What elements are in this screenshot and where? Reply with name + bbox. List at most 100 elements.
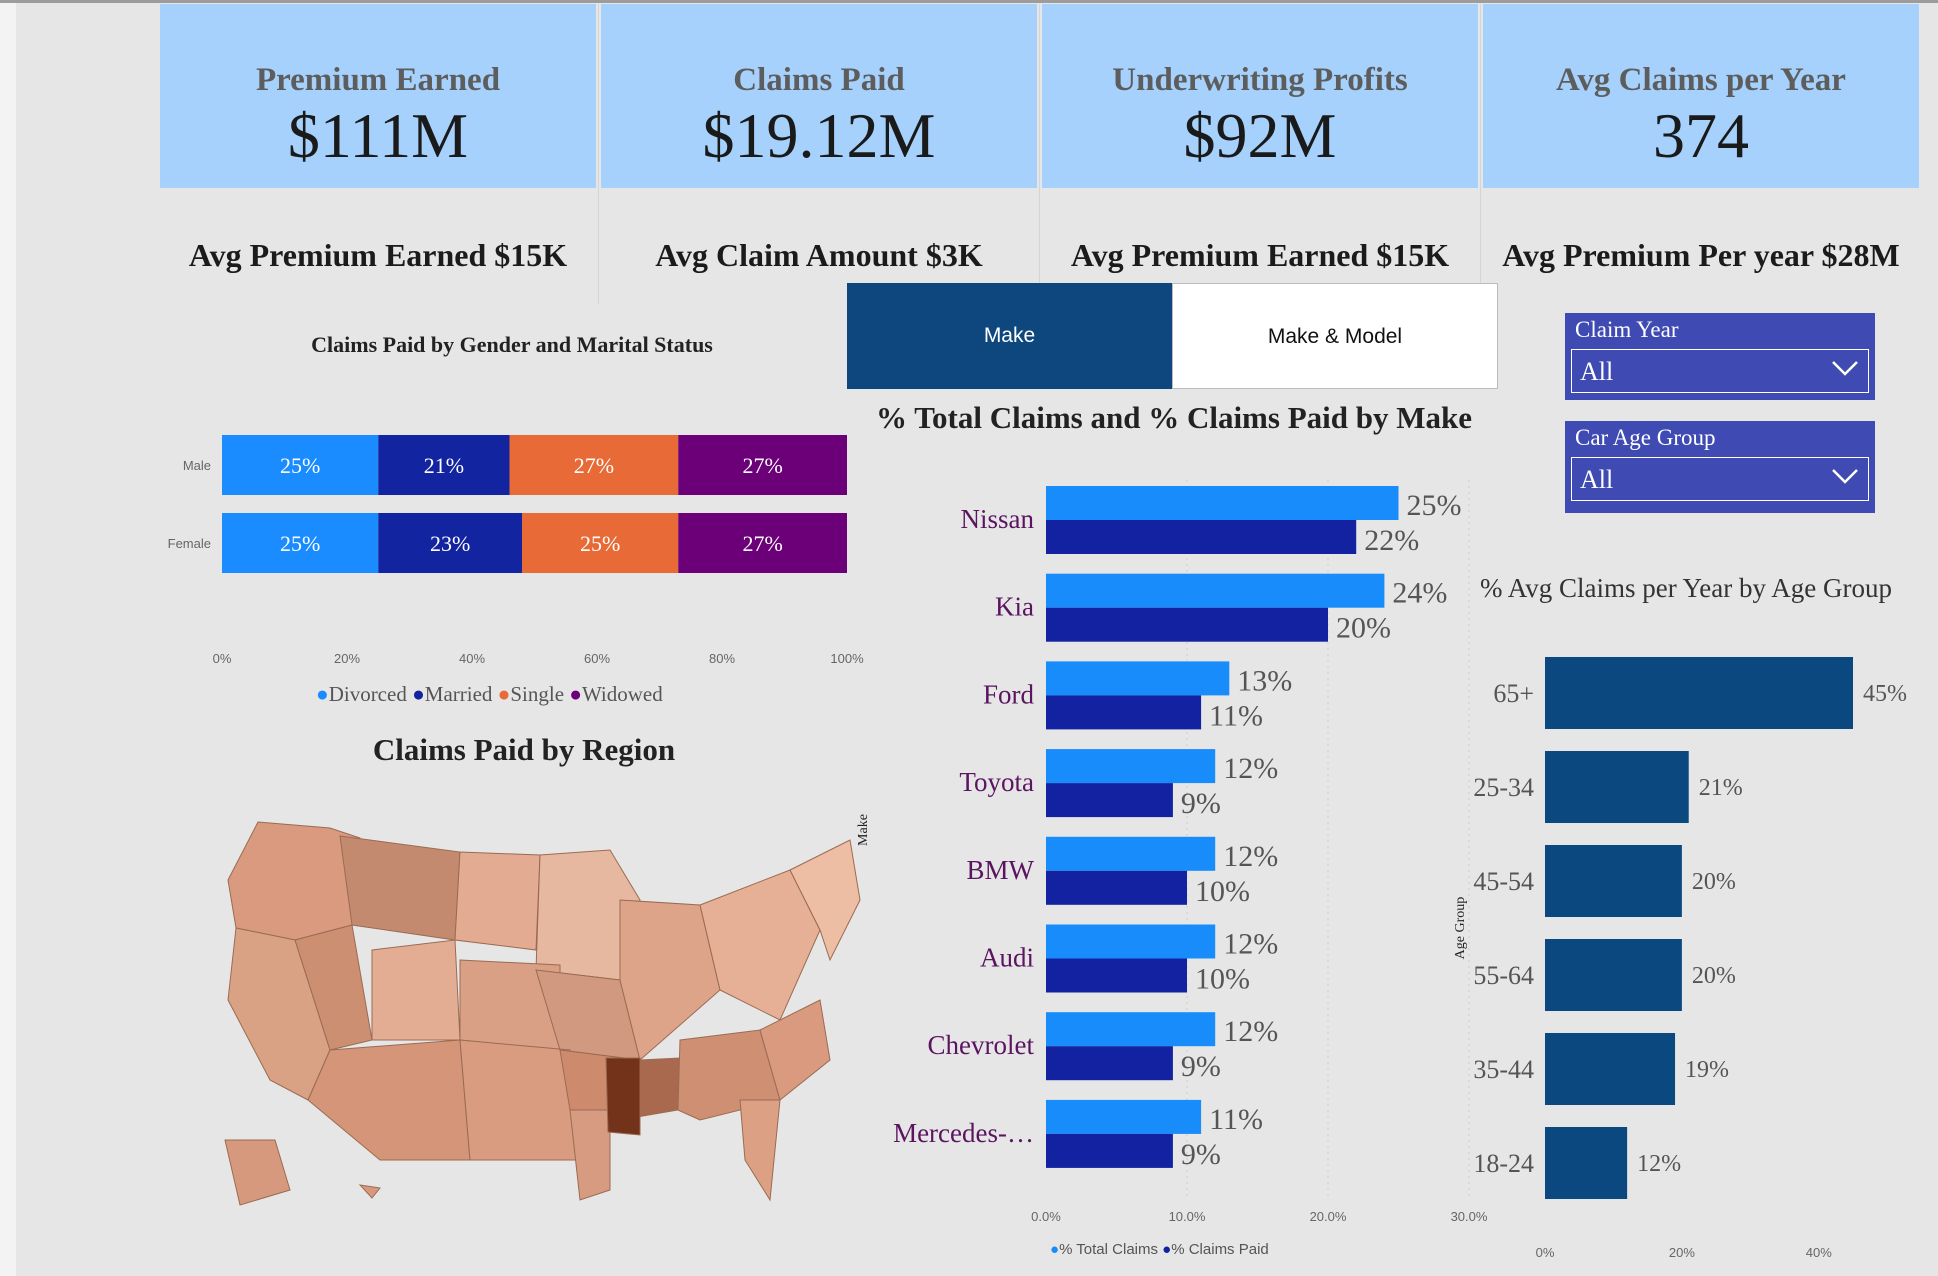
total-claims-bar[interactable] <box>1046 1012 1216 1047</box>
make-chart-legend: ●% Total Claims ●% Claims Paid <box>1050 1241 1269 1258</box>
gender-bar-label: 23% <box>430 531 470 556</box>
kpi-title: Claims Paid <box>733 62 905 98</box>
claims-paid-bar[interactable] <box>1046 1133 1173 1168</box>
make-toggle-button[interactable]: Make <box>847 283 1172 389</box>
map-region-mississippi[interactable] <box>605 1057 641 1136</box>
make-category-label: Nissan <box>961 504 1035 534</box>
sub-kpi-avg-claim-amount: Avg Claim Amount $3K <box>655 237 983 273</box>
age-bar[interactable] <box>1545 939 1682 1011</box>
make-category-label: Ford <box>983 679 1035 709</box>
legend-single: Single <box>510 682 565 706</box>
gender-marital-chart: Claims Paid by Gender and Marital Status… <box>168 332 864 666</box>
map-region-great-lakes[interactable] <box>619 899 721 1061</box>
legend-divorced: Divorced <box>328 682 407 706</box>
gender-bar-segment[interactable] <box>222 513 379 573</box>
claims-paid-label: 11% <box>1209 699 1263 732</box>
total-claims-label: 24% <box>1392 577 1447 610</box>
slicer-value: All <box>1580 465 1614 494</box>
age-bar[interactable] <box>1545 751 1689 823</box>
gender-chart-legend: ●Divorced ●Married ●Single ●Widowed <box>316 682 663 706</box>
make-axis-label: Make <box>856 814 871 846</box>
make-xtick: 20.0% <box>1310 1209 1347 1224</box>
make-claims-chart: % Total Claims and % Claims Paid by Make… <box>856 400 1488 1224</box>
map-region-northeast[interactable] <box>789 839 861 962</box>
gender-bar-segment[interactable] <box>678 435 847 495</box>
make-chart-title: % Total Claims and % Claims Paid by Make <box>876 400 1472 435</box>
age-category-label: 25-34 <box>1473 773 1534 802</box>
gender-bar-label: 27% <box>742 531 782 556</box>
age-xtick: 0% <box>1536 1245 1555 1260</box>
claims-paid-bar[interactable] <box>1046 607 1328 642</box>
kpi-title: Premium Earned <box>255 62 501 98</box>
kpi-card-avg-claims-per-year: Avg Claims per Year 374 <box>1483 4 1919 188</box>
age-bar-label: 19% <box>1685 1057 1729 1083</box>
total-claims-label: 13% <box>1237 664 1292 697</box>
total-claims-bar[interactable] <box>1046 1099 1202 1134</box>
total-claims-bar[interactable] <box>1046 924 1216 959</box>
total-claims-label: 25% <box>1407 489 1462 522</box>
gender-bar-segment[interactable] <box>678 513 847 573</box>
age-bar-label: 45% <box>1863 681 1907 707</box>
claims-paid-bar[interactable] <box>1046 1046 1173 1081</box>
claims-paid-label: 10% <box>1195 963 1250 996</box>
claims-paid-label: 10% <box>1195 875 1250 908</box>
age-bar[interactable] <box>1545 1033 1676 1105</box>
gender-bar-segment[interactable] <box>522 513 679 573</box>
kpi-value: 374 <box>1653 100 1749 171</box>
map-region-alaska[interactable] <box>224 1139 291 1206</box>
claims-paid-bar[interactable] <box>1046 520 1357 554</box>
region-map: Claims Paid by Region <box>224 732 861 1206</box>
left-edge-strip <box>0 0 16 1276</box>
map-region-montana[interactable] <box>339 835 461 941</box>
total-claims-bar[interactable] <box>1046 749 1216 784</box>
map-region-utah-wyoming[interactable] <box>371 939 461 1041</box>
claims-paid-bar[interactable] <box>1046 783 1173 818</box>
total-claims-bar[interactable] <box>1046 573 1385 608</box>
map-region-carolinas[interactable] <box>759 999 831 1101</box>
map-region-southeast[interactable] <box>677 1029 781 1121</box>
gender-xtick: 0% <box>213 651 232 666</box>
gender-xtick: 60% <box>584 651 610 666</box>
kpi-value: $111M <box>287 100 469 171</box>
total-claims-bar[interactable] <box>1046 486 1399 520</box>
map-region-southwest[interactable] <box>307 1039 471 1161</box>
age-bar[interactable] <box>1545 657 1853 729</box>
map-region-florida[interactable] <box>739 1099 781 1202</box>
kpi-value: $92M <box>1183 100 1337 171</box>
map-region-hawaii[interactable] <box>358 1184 381 1199</box>
age-bar-label: 12% <box>1637 1151 1681 1177</box>
gender-xtick: 100% <box>830 651 864 666</box>
kpi-card-claims-paid: Claims Paid $19.12M <box>601 4 1037 188</box>
claims-paid-bar[interactable] <box>1046 695 1202 730</box>
make-xtick: 10.0% <box>1169 1209 1206 1224</box>
claims-paid-bar[interactable] <box>1046 870 1187 905</box>
age-bar[interactable] <box>1545 1127 1628 1199</box>
claim-year-dropdown[interactable]: All <box>1571 349 1869 393</box>
map-region-ohio-valley[interactable] <box>699 869 821 1021</box>
claims-paid-bar[interactable] <box>1046 958 1187 993</box>
kpi-title: Underwriting Profits <box>1112 62 1408 98</box>
age-axis-label: Age Group <box>1453 897 1468 960</box>
sub-kpi-avg-premium-earned-2: Avg Premium Earned $15K <box>1070 237 1450 273</box>
total-claims-label: 11% <box>1209 1103 1263 1136</box>
map-region-texas-coast[interactable] <box>569 1109 611 1201</box>
gender-bar-segment[interactable] <box>378 513 522 573</box>
age-bar[interactable] <box>1545 845 1682 917</box>
gender-bar-segment[interactable] <box>378 435 510 495</box>
make-category-label: Audi <box>980 943 1034 973</box>
total-claims-bar[interactable] <box>1046 661 1230 696</box>
car-age-group-dropdown[interactable]: All <box>1571 457 1869 501</box>
legend-claims-paid: % Claims Paid <box>1171 1241 1269 1258</box>
gender-bar-segment[interactable] <box>509 435 679 495</box>
gender-bar-segment[interactable] <box>222 435 379 495</box>
map-region-north-dakota[interactable] <box>454 851 541 951</box>
total-claims-label: 12% <box>1223 928 1278 961</box>
total-claims-bar[interactable] <box>1046 836 1216 871</box>
card-divider <box>598 4 599 304</box>
total-claims-label: 12% <box>1223 840 1278 873</box>
slicer-value: All <box>1580 357 1614 386</box>
make-model-toggle-button[interactable]: Make & Model <box>1172 283 1498 389</box>
claim-year-slicer: Claim Year All <box>1565 313 1875 400</box>
gender-bar-label: 25% <box>580 531 620 556</box>
gender-bar-label: 27% <box>574 453 614 478</box>
